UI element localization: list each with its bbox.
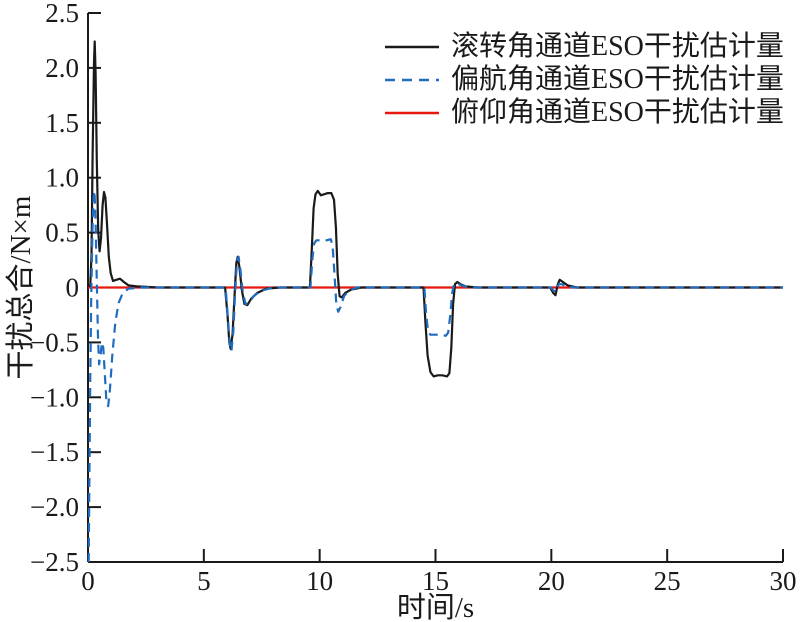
x-tick-label: 25 xyxy=(654,566,681,596)
y-tick-label: 0.5 xyxy=(45,218,79,248)
x-tick-label: 10 xyxy=(306,566,333,596)
legend-label-roll: 滚转角通道ESO干扰估计量 xyxy=(451,30,784,62)
y-tick-label: 0 xyxy=(66,273,80,303)
legend-item-pitch: 俯仰角通道ESO干扰估计量 xyxy=(384,96,784,129)
y-tick-label: 1.5 xyxy=(45,108,79,138)
x-tick-label: 30 xyxy=(770,566,797,596)
y-tick-label: 1.0 xyxy=(45,163,79,193)
x-axis-title: 时间/s xyxy=(397,591,474,622)
x-tick-label: 15 xyxy=(422,566,449,596)
y-tick-label: −0.5 xyxy=(30,327,79,357)
x-tick-label: 20 xyxy=(538,566,565,596)
y-tick-label: −2.5 xyxy=(30,547,79,577)
x-tick-label: 5 xyxy=(197,566,211,596)
y-tick-label: −2.0 xyxy=(30,492,79,522)
legend-label-pitch: 俯仰角通道ESO干扰估计量 xyxy=(451,96,784,128)
legend-line-roll-icon xyxy=(385,45,439,48)
y-tick-label: −1.5 xyxy=(30,437,79,467)
legend-item-roll: 滚转角通道ESO干扰估计量 xyxy=(384,30,784,63)
y-axis-title: 干扰总合/N×m xyxy=(4,195,37,379)
y-tick-label: 2.5 xyxy=(45,0,79,28)
legend: 滚转角通道ESO干扰估计量 偏航角通道ESO干扰估计量 俯仰角通道ESO干扰估计… xyxy=(384,30,784,129)
series-line-1 xyxy=(87,189,783,563)
legend-line-pitch-icon xyxy=(385,111,439,114)
legend-item-yaw: 偏航角通道ESO干扰估计量 xyxy=(384,63,784,96)
y-tick-label: −1.0 xyxy=(30,382,79,412)
y-tick-label: 2.0 xyxy=(45,53,79,83)
x-tick-label: 0 xyxy=(81,566,95,596)
legend-label-yaw: 偏航角通道ESO干扰估计量 xyxy=(451,63,784,95)
legend-line-yaw-icon xyxy=(385,78,439,81)
